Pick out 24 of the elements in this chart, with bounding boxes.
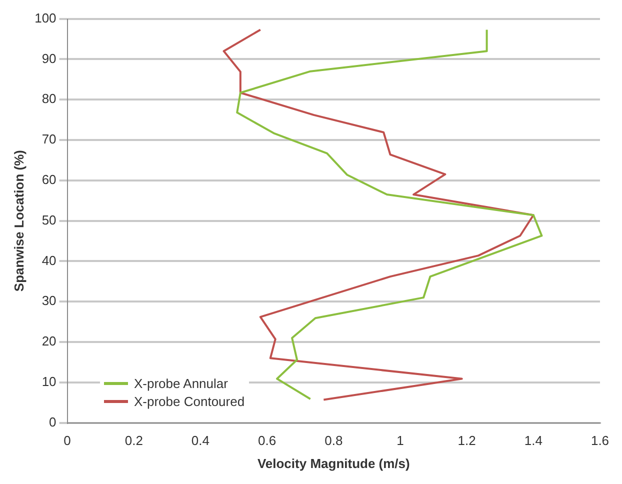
x-tick-label: 0.8 <box>324 433 343 448</box>
x-tick-label: 0 <box>64 433 71 448</box>
y-axis-title: Spanwise Location (%) <box>11 150 26 292</box>
x-tick-label: 1.4 <box>524 433 542 448</box>
y-tick-label: 40 <box>42 252 56 268</box>
y-tick-label: 90 <box>42 50 56 66</box>
legend-label: X-probe Annular <box>134 376 228 391</box>
y-tick-label: 70 <box>42 132 56 147</box>
y-tick-label: 20 <box>42 334 56 349</box>
x-tick-label: 1.6 <box>590 433 610 448</box>
y-tick-label: 100 <box>34 10 56 26</box>
y-tick-label: 0 <box>49 414 56 430</box>
x-tick-label: 1 <box>396 433 404 448</box>
y-tick-label: 30 <box>42 293 56 308</box>
y-tick-label: 60 <box>42 172 56 187</box>
x-tick-label: 0.6 <box>258 433 276 448</box>
y-tick-label: 80 <box>42 91 56 106</box>
y-tick-label: 50 <box>42 212 56 228</box>
x-tick-label: 1.2 <box>458 433 476 448</box>
y-tick-label: 10 <box>42 374 56 389</box>
legend-label: X-probe Contoured <box>134 394 245 409</box>
x-axis-title: Velocity Magnitude (m/s) <box>257 456 410 471</box>
x-tick-label: 0.2 <box>124 433 143 448</box>
x-tick-label: 0.4 <box>191 433 210 448</box>
